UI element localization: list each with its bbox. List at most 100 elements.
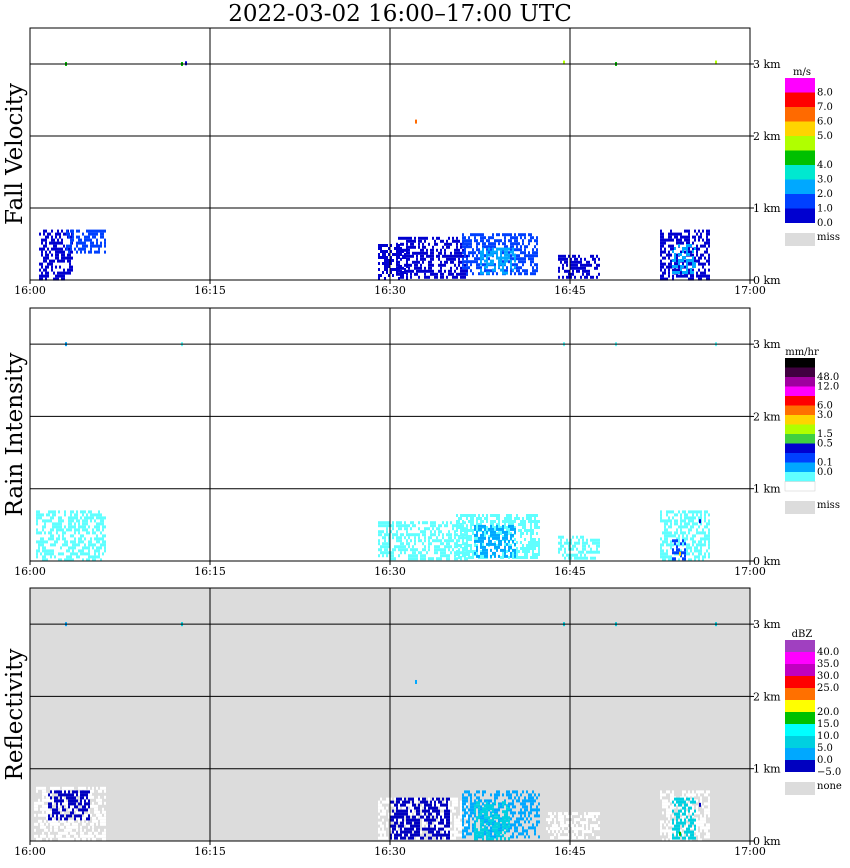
legend-swatch-reflectivity	[785, 712, 815, 724]
y-axis-title-reflectivity: Reflectivity	[2, 649, 28, 781]
legend-swatch-reflectivity	[785, 676, 815, 688]
data-cluster-rain-intensity-4	[558, 535, 600, 560]
legend-missing-label-fall-velocity: miss	[817, 232, 840, 243]
y-tick-label-rain-intensity: 3 km	[753, 338, 781, 351]
x-tick-label-fall-velocity: 17:00	[734, 284, 766, 297]
legend-swatch-fall-velocity	[785, 92, 815, 107]
data-point-reflectivity-7	[699, 802, 701, 807]
data-cluster-rain-intensity-1	[378, 521, 468, 561]
legend-level-reflectivity: 0.0	[817, 755, 833, 766]
legend-level-fall-velocity: 7.0	[817, 102, 833, 113]
legend-swatch-rain-intensity	[785, 415, 815, 425]
legend-level-rain-intensity: 1.5	[817, 429, 833, 440]
legend-swatch-fall-velocity	[785, 179, 815, 194]
data-cluster-rain-intensity-3	[474, 524, 516, 558]
legend-level-fall-velocity: 8.0	[817, 88, 833, 99]
y-axis-title-rain-intensity: Rain Intensity	[2, 352, 28, 516]
legend-missing-label-reflectivity: none	[817, 781, 842, 792]
legend-level-reflectivity: −5.0	[817, 767, 841, 778]
data-point-fall-velocity-3	[415, 119, 417, 124]
legend-unit-reflectivity: dBZ	[792, 629, 813, 640]
data-cluster-fall-velocity-7	[660, 229, 710, 281]
legend-swatch-rain-intensity	[785, 434, 815, 444]
data-point-fall-velocity-2	[185, 61, 187, 66]
legend-swatch-rain-intensity	[785, 386, 815, 396]
legend-level-reflectivity: 40.0	[817, 647, 839, 658]
legend-swatch-fall-velocity	[785, 136, 815, 151]
legend-swatch-rain-intensity	[785, 472, 815, 482]
legend-level-fall-velocity: 6.0	[817, 117, 833, 128]
x-tick-label-reflectivity: 17:00	[734, 845, 766, 858]
data-cluster-rain-intensity-0	[36, 510, 106, 562]
y-axis-title-fall-velocity: Fall Velocity	[2, 83, 28, 225]
legend-swatch-reflectivity	[785, 736, 815, 748]
data-cluster-rain-intensity-5	[660, 510, 710, 562]
legend-swatch-rain-intensity	[785, 396, 815, 406]
legend-level-rain-intensity: 0.5	[817, 439, 833, 450]
x-tick-label-fall-velocity: 16:15	[194, 284, 226, 297]
legend-level-fall-velocity: 4.0	[817, 160, 833, 171]
legend-swatch-rain-intensity	[785, 358, 815, 368]
legend-missing-swatch-rain-intensity	[785, 501, 815, 514]
legend-level-rain-intensity: 12.0	[817, 382, 839, 393]
y-tick-label-rain-intensity: 2 km	[753, 410, 781, 423]
legend-swatch-fall-velocity	[785, 165, 815, 180]
legend-swatch-reflectivity	[785, 652, 815, 664]
x-tick-label-rain-intensity: 16:15	[194, 565, 226, 578]
data-cluster-fall-velocity-2	[378, 244, 408, 280]
legend-swatch-fall-velocity	[785, 150, 815, 165]
legend-level-fall-velocity: 5.0	[817, 131, 833, 142]
data-cluster-fall-velocity-1	[66, 229, 106, 254]
data-cluster-fall-velocity-3	[396, 236, 468, 279]
legend-level-rain-intensity: 0.1	[817, 458, 833, 469]
legend-level-rain-intensity: 48.0	[817, 372, 839, 383]
legend-level-rain-intensity: 6.0	[817, 401, 833, 412]
legend-swatch-fall-velocity	[785, 107, 815, 122]
x-tick-label-rain-intensity: 16:30	[374, 565, 406, 578]
data-cluster-reflectivity-8	[672, 797, 696, 840]
y-tick-label-rain-intensity: 1 km	[753, 483, 781, 496]
y-tick-label-fall-velocity: 2 km	[753, 130, 781, 143]
legend-level-reflectivity: 25.0	[817, 683, 839, 694]
legend-unit-fall-velocity: m/s	[793, 67, 811, 78]
legend-missing-label-rain-intensity: miss	[817, 500, 840, 511]
y-tick-label-fall-velocity: 3 km	[753, 58, 781, 71]
y-tick-label-reflectivity: 3 km	[753, 618, 781, 631]
legend-level-reflectivity: 35.0	[817, 659, 839, 670]
legend-swatch-rain-intensity	[785, 377, 815, 387]
data-cluster-fall-velocity-0	[39, 229, 73, 281]
legend-level-fall-velocity: 3.0	[817, 175, 833, 186]
data-cluster-fall-velocity-6	[558, 254, 600, 279]
y-tick-label-rain-intensity: 0 km	[753, 555, 781, 568]
chart-title: 2022-03-02 16:00–17:00 UTC	[228, 1, 572, 27]
legend-level-reflectivity: 30.0	[817, 671, 839, 682]
legend-swatch-rain-intensity	[785, 367, 815, 377]
legend-swatch-rain-intensity	[785, 462, 815, 472]
data-point-rain-intensity-5	[679, 551, 681, 556]
x-tick-label-fall-velocity: 16:45	[554, 284, 586, 297]
legend-swatch-reflectivity	[785, 724, 815, 736]
legend-level-reflectivity: 20.0	[817, 707, 839, 718]
legend-swatch-fall-velocity	[785, 78, 815, 93]
legend-swatch-rain-intensity	[785, 424, 815, 434]
legend-level-reflectivity: 5.0	[817, 743, 833, 754]
x-tick-label-rain-intensity: 16:45	[554, 565, 586, 578]
legend-unit-rain-intensity: mm/hr	[785, 347, 819, 358]
data-cluster-reflectivity-6	[546, 812, 600, 840]
legend-level-fall-velocity: 0.0	[817, 218, 833, 229]
legend-level-fall-velocity: 2.0	[817, 189, 833, 200]
x-tick-label-fall-velocity: 16:30	[374, 284, 406, 297]
legend-level-rain-intensity: 0.0	[817, 467, 833, 478]
legend-level-reflectivity: 15.0	[817, 719, 839, 730]
legend-swatch-fall-velocity	[785, 121, 815, 136]
legend-level-rain-intensity: 3.0	[817, 410, 833, 421]
y-tick-label-fall-velocity: 1 km	[753, 202, 781, 215]
data-cluster-fall-velocity-8	[672, 244, 696, 274]
legend-swatch-rain-intensity	[785, 453, 815, 463]
x-tick-label-reflectivity: 16:45	[554, 845, 586, 858]
legend-swatch-rain-intensity	[784, 481, 816, 492]
legend-swatch-reflectivity	[785, 664, 815, 676]
data-cluster-fall-velocity-5	[480, 247, 516, 275]
data-point-fall-velocity-6	[715, 60, 717, 65]
